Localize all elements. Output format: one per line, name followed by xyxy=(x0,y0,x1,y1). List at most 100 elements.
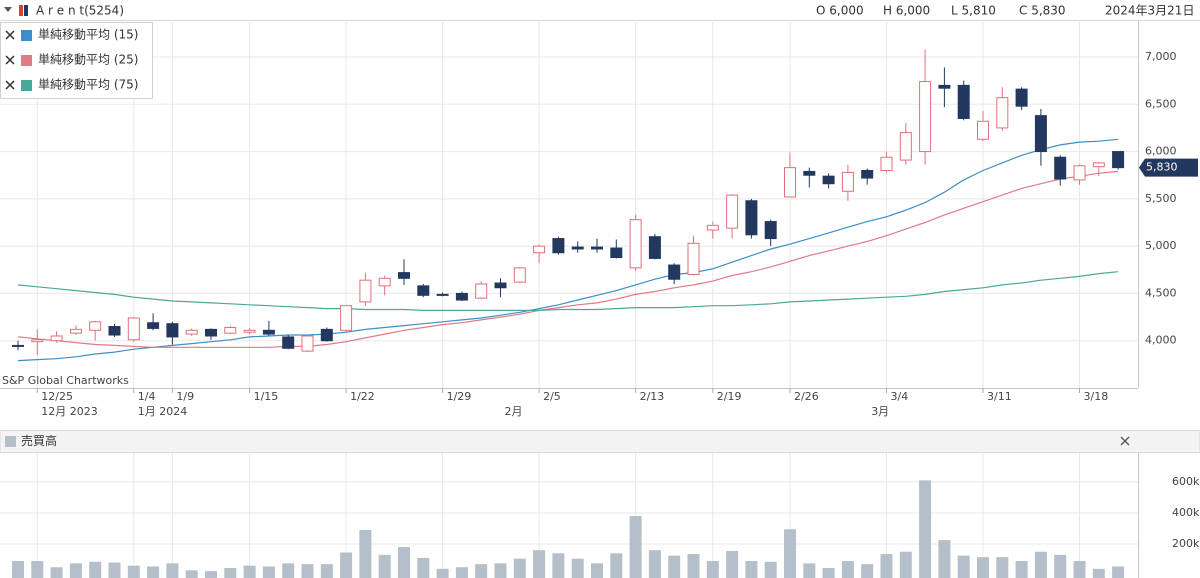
volume-bar xyxy=(69,563,82,578)
y-tick-label: 6,000 xyxy=(1145,145,1177,158)
volume-bar xyxy=(610,553,623,578)
legend-remove[interactable] xyxy=(5,55,15,65)
legend-label: 単純移動平均 (15) xyxy=(38,28,138,42)
y-tick-label: 4,000 xyxy=(1145,334,1177,347)
volume-bar xyxy=(668,555,681,578)
ohlc-open: O 6,000 xyxy=(816,4,864,18)
candle-body xyxy=(301,335,314,352)
candle-body xyxy=(1034,115,1047,153)
y-tick-label: 4,500 xyxy=(1145,286,1177,299)
ma-line xyxy=(17,138,1119,362)
candle-body xyxy=(262,329,275,335)
x-tick-label: 3/11 xyxy=(987,390,1012,403)
candle-body xyxy=(378,277,391,287)
volume-bar xyxy=(803,563,816,578)
candle-body xyxy=(320,328,333,342)
candle-body xyxy=(166,323,179,338)
volume-bar xyxy=(205,571,217,578)
y-tick-label: 400k xyxy=(1172,506,1200,519)
candle-body xyxy=(591,246,603,250)
x-tick-label: 1/22 xyxy=(350,390,375,403)
candle-body xyxy=(1015,88,1028,107)
candle-body xyxy=(31,339,44,343)
volume-bar xyxy=(455,567,468,578)
candle-body xyxy=(1054,156,1067,180)
volume-bar xyxy=(957,555,970,578)
date: 2024年3月21日 xyxy=(1105,4,1194,18)
legend-remove[interactable] xyxy=(5,30,15,40)
ohlc-low: L 5,810 xyxy=(951,4,996,18)
grid-layer: 4,000 4,500 5,000 5,500 6,000 6,500 7,000 12/25… xyxy=(0,22,1200,578)
candle-body xyxy=(69,328,82,334)
candle-body xyxy=(417,285,430,296)
volume-bar xyxy=(764,561,777,578)
candle-body xyxy=(398,272,410,279)
volume-bar xyxy=(31,561,44,578)
ohlc-close: C 5,830 xyxy=(1019,4,1066,18)
candle-body xyxy=(571,246,584,250)
candle-body xyxy=(475,283,488,299)
menu-arrow[interactable] xyxy=(4,7,12,12)
volume-bar xyxy=(822,568,835,578)
x-tick-label: 12/25 xyxy=(41,390,73,403)
candle-body xyxy=(957,84,970,119)
volume-bar xyxy=(436,568,449,578)
candle-body xyxy=(282,336,295,349)
candle-body xyxy=(108,326,121,336)
y-tick-label: 200k xyxy=(1172,537,1200,550)
candle-body xyxy=(996,97,1009,129)
ma-line xyxy=(17,170,1119,348)
volume-bar xyxy=(1054,554,1067,578)
legend-swatch xyxy=(21,30,32,41)
volume-bar xyxy=(648,550,661,578)
volume-header xyxy=(0,430,1200,453)
volume-bar xyxy=(147,566,160,578)
volume-bar xyxy=(629,516,642,578)
candle-body xyxy=(224,326,237,334)
candle-body xyxy=(533,245,546,254)
candle-body xyxy=(841,171,854,192)
x-tick-label: 3/18 xyxy=(1084,390,1109,403)
candle-body xyxy=(494,282,507,289)
candle-body xyxy=(977,120,989,140)
y-tick-label: 5,500 xyxy=(1145,192,1177,205)
volume-bar xyxy=(224,568,237,578)
candle-body xyxy=(764,221,777,240)
month-label: 1月 2024 xyxy=(138,405,188,418)
volume-close[interactable] xyxy=(1120,436,1130,446)
candle-body xyxy=(205,328,217,337)
logo-red xyxy=(19,5,23,16)
ohlc-high: H 6,000 xyxy=(883,4,930,18)
volume-bar xyxy=(417,557,430,578)
candle-body xyxy=(668,264,681,280)
x-tick-label: 2/19 xyxy=(717,390,742,403)
volume-bar xyxy=(726,550,739,578)
candle-body xyxy=(803,170,816,176)
volume-bar xyxy=(706,561,719,578)
candle-body xyxy=(340,305,353,331)
volume-bar xyxy=(938,540,951,578)
logo-navy xyxy=(24,5,28,16)
volume-bar xyxy=(552,553,565,578)
candle-body xyxy=(455,292,468,301)
candle-body xyxy=(745,200,758,236)
last-price-flag xyxy=(1139,158,1198,177)
volume-bar xyxy=(841,561,854,578)
ticker-title: A r e n t(5254) xyxy=(36,4,124,18)
volume-bar xyxy=(282,563,295,578)
candle-body xyxy=(513,267,526,283)
x-tick-label: 1/29 xyxy=(447,390,472,403)
candle-body xyxy=(1112,151,1125,169)
candle-body xyxy=(822,175,835,185)
volume-bar xyxy=(591,563,603,578)
candle-body xyxy=(1073,165,1086,181)
volume-bar xyxy=(977,557,989,578)
ma-line xyxy=(17,271,1119,311)
volume-bar xyxy=(1034,551,1047,578)
legend-remove[interactable] xyxy=(5,80,15,90)
volume-bar xyxy=(1015,561,1028,578)
month-label: 12月 2023 xyxy=(41,405,98,418)
